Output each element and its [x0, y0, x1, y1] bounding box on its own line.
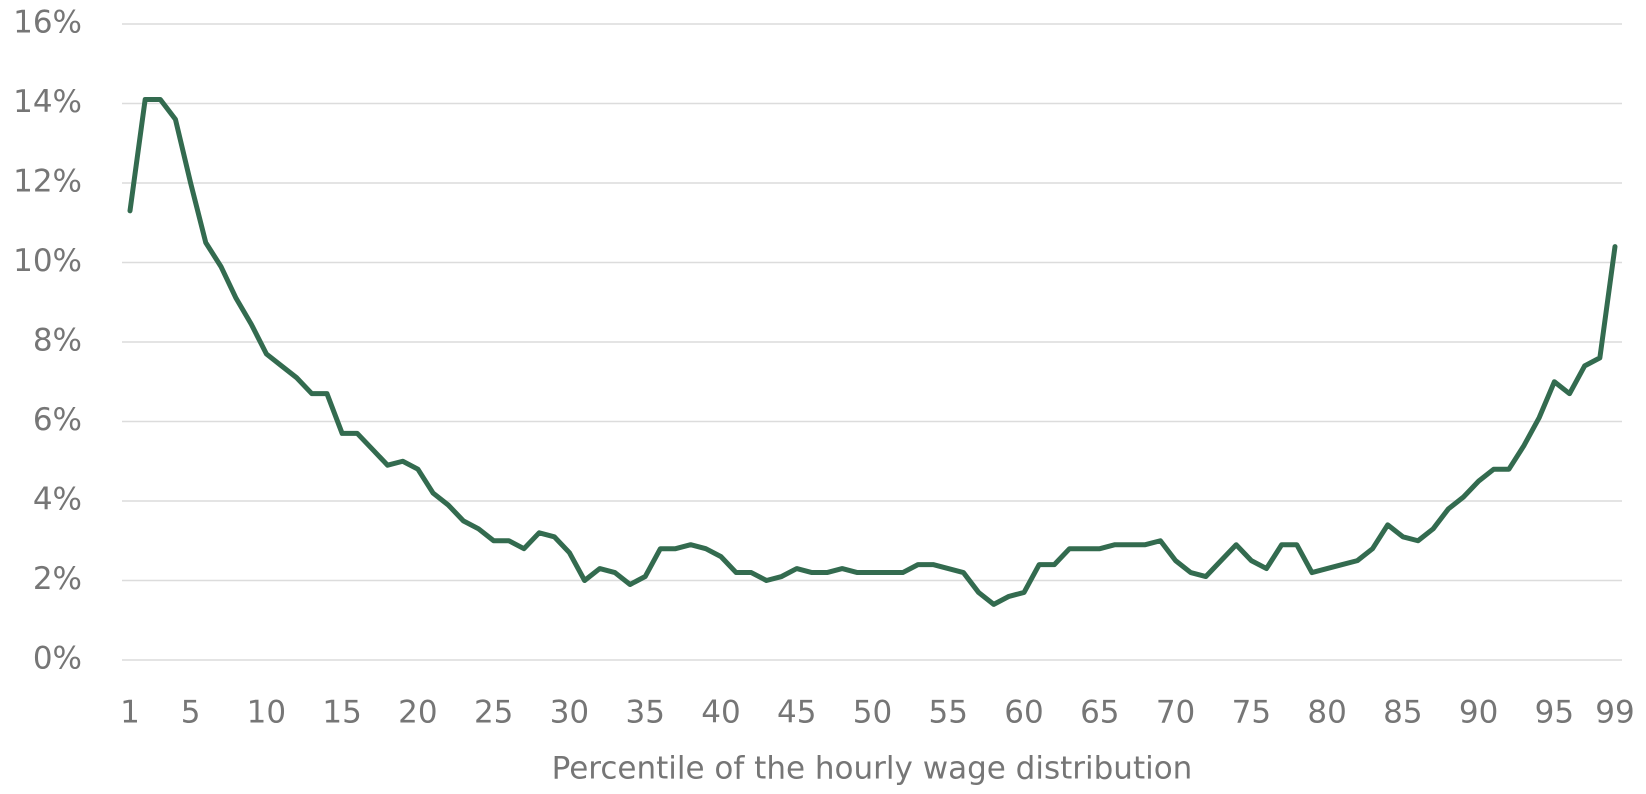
- x-tick-label: 35: [625, 695, 664, 731]
- y-tick-label: 14%: [13, 84, 82, 120]
- x-tick-label: 90: [1459, 695, 1498, 731]
- y-tick-label: 0%: [33, 641, 82, 677]
- x-tick-label: 25: [474, 695, 513, 731]
- x-tick-label: 30: [550, 695, 589, 731]
- x-tick-label: 95: [1535, 695, 1574, 731]
- x-tick-label: 70: [1156, 695, 1195, 731]
- y-tick-label: 8%: [33, 323, 82, 359]
- x-tick-label: 75: [1232, 695, 1271, 731]
- x-tick-label: 45: [777, 695, 816, 731]
- x-tick-label: 80: [1307, 695, 1346, 731]
- x-tick-label: 55: [929, 695, 968, 731]
- data-line: [127, 97, 1618, 607]
- y-tick-label: 6%: [33, 402, 82, 438]
- x-tick-label: 40: [701, 695, 740, 731]
- y-tick-label: 12%: [13, 164, 82, 200]
- y-tick-label: 2%: [33, 561, 82, 597]
- x-tick-label: 5: [181, 695, 201, 731]
- x-tick-label: 20: [398, 695, 437, 731]
- x-tick-label: 65: [1080, 695, 1119, 731]
- x-axis-label: Percentile of the hourly wage distributi…: [552, 751, 1193, 787]
- y-tick-label: 16%: [13, 5, 82, 41]
- x-tick-label: 50: [853, 695, 892, 731]
- y-tick-label: 10%: [13, 243, 82, 279]
- x-tick-label: 99: [1595, 695, 1634, 731]
- x-tick-label: 1: [120, 695, 140, 731]
- x-tick-label: 15: [322, 695, 361, 731]
- y-tick-label: 4%: [33, 482, 82, 518]
- x-tick-label: 10: [247, 695, 286, 731]
- x-tick-label: 85: [1383, 695, 1422, 731]
- x-tick-label: 60: [1004, 695, 1043, 731]
